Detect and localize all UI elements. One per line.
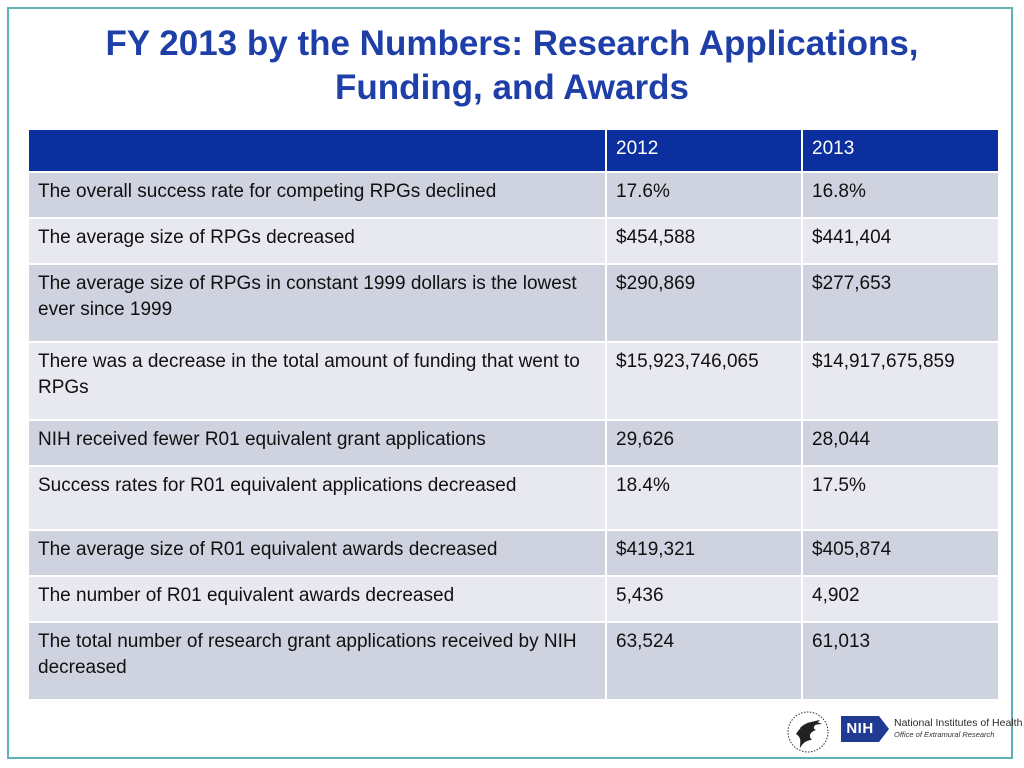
row-label: There was a decrease in the total amount…	[27, 341, 607, 421]
table-header-row: 2012 2013	[27, 128, 1000, 173]
row-label: The average size of R01 equivalent award…	[27, 529, 607, 577]
row-label: The total number of research grant appli…	[27, 621, 607, 701]
value-2012: 17.6%	[605, 171, 803, 219]
value-2012: 63,524	[605, 621, 803, 701]
value-2012: 18.4%	[605, 465, 803, 531]
nih-abbrev: NIH	[846, 720, 874, 737]
value-2013: 17.5%	[801, 465, 1000, 531]
value-2013: 28,044	[801, 419, 1000, 467]
value-2012: $290,869	[605, 263, 803, 343]
value-2013: $405,874	[801, 529, 1000, 577]
nih-logo-icon: NIH	[841, 716, 879, 742]
value-2013: $277,653	[801, 263, 1000, 343]
hhs-eagle-seal-icon	[787, 711, 829, 753]
slide-title-line-2: Funding, and Awards	[335, 68, 689, 107]
nih-office: Office of Extramural Research	[894, 730, 995, 739]
value-2013: 61,013	[801, 621, 1000, 701]
footer-logos: NIH National Institutes of Health Office…	[786, 708, 1022, 756]
value-2013: $441,404	[801, 217, 1000, 265]
value-2012: $15,923,746,065	[605, 341, 803, 421]
row-label: NIH received fewer R01 equivalent grant …	[27, 419, 607, 467]
row-label: Success rates for R01 equivalent applica…	[27, 465, 607, 531]
slide-title-line-1: FY 2013 by the Numbers: Research Applica…	[105, 24, 919, 63]
row-label: The average size of RPGs in constant 199…	[27, 263, 607, 343]
row-label: The number of R01 equivalent awards decr…	[27, 575, 607, 623]
header-cell-blank	[27, 128, 607, 173]
row-label: The overall success rate for competing R…	[27, 171, 607, 219]
value-2012: $419,321	[605, 529, 803, 577]
table-row: The total number of research grant appli…	[27, 621, 1000, 701]
row-label: The average size of RPGs decreased	[27, 217, 607, 265]
slide-frame	[7, 7, 1013, 759]
nih-logo-chevron	[879, 716, 889, 742]
table-row: Success rates for R01 equivalent applica…	[27, 465, 1000, 531]
table-row: The overall success rate for competing R…	[27, 171, 1000, 219]
table-row: The number of R01 equivalent awards decr…	[27, 575, 1000, 623]
header-cell-2013: 2013	[801, 128, 1000, 173]
nih-name: National Institutes of Health	[894, 717, 1023, 729]
numbers-table: 2012 2013 The overall success rate for c…	[27, 128, 1000, 701]
value-2013: 4,902	[801, 575, 1000, 623]
value-2012: 5,436	[605, 575, 803, 623]
table-row: The average size of RPGs in constant 199…	[27, 263, 1000, 343]
table-row: The average size of R01 equivalent award…	[27, 529, 1000, 577]
value-2013: $14,917,675,859	[801, 341, 1000, 421]
slide-title: FY 2013 by the Numbers: Research Applica…	[14, 22, 1010, 110]
value-2012: $454,588	[605, 217, 803, 265]
table-row: There was a decrease in the total amount…	[27, 341, 1000, 421]
value-2012: 29,626	[605, 419, 803, 467]
value-2013: 16.8%	[801, 171, 1000, 219]
table-row: NIH received fewer R01 equivalent grant …	[27, 419, 1000, 467]
table-row: The average size of RPGs decreased $454,…	[27, 217, 1000, 265]
header-cell-2012: 2012	[605, 128, 803, 173]
